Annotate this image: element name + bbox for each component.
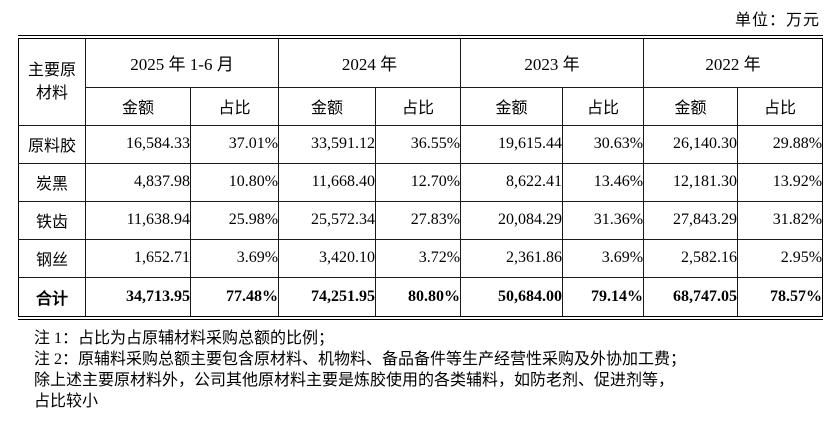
total-label: 合计 xyxy=(18,276,86,319)
ratio-header: 占比 xyxy=(189,86,280,126)
year-header-2025: 2025 年 1-6 月 xyxy=(84,36,280,88)
amount-cell: 74,251.95 xyxy=(278,276,377,319)
ratio-cell: 12.70% xyxy=(375,162,462,202)
material-name: 炭黑 xyxy=(18,162,86,202)
ratio-cell: 13.92% xyxy=(737,162,824,202)
material-name: 原料胶 xyxy=(18,124,86,164)
amount-cell: 25,572.34 xyxy=(278,200,377,240)
unit-label: 单位：万元 xyxy=(734,12,820,29)
note-2: 注 2：原辅料采购总额主要包含原材料、机物料、备品备件等生产经营性采购及外协加工… xyxy=(34,351,687,368)
amount-cell: 4,837.98 xyxy=(85,162,191,202)
ratio-cell: 30.63% xyxy=(562,124,645,164)
amount-cell: 27,843.29 xyxy=(643,200,739,240)
amount-cell: 11,638.94 xyxy=(85,200,191,240)
material-name: 铁齿 xyxy=(18,200,86,240)
amount-header: 金额 xyxy=(85,86,191,126)
ratio-header: 占比 xyxy=(562,86,645,126)
ratio-cell: 27.83% xyxy=(375,200,462,240)
amount-cell: 33,591.12 xyxy=(278,124,377,164)
note-2-continued: 除上述主要原材料外，公司其他原材料主要是炼胶使用的各类辅料，如防老剂、促进剂等， xyxy=(34,372,675,389)
table-row-total: 合计 34,713.95 77.48% 74,251.95 80.80% 50,… xyxy=(18,276,824,319)
ratio-header: 占比 xyxy=(737,86,824,126)
ratio-cell: 3.69% xyxy=(562,238,645,278)
ratio-cell: 36.55% xyxy=(375,124,462,164)
year-header-2022: 2022 年 xyxy=(643,36,824,88)
ratio-cell: 80.80% xyxy=(375,276,462,319)
amount-cell: 34,713.95 xyxy=(85,276,191,319)
amount-cell: 20,084.29 xyxy=(460,200,564,240)
ratio-cell: 25.98% xyxy=(189,200,280,240)
amount-header: 金额 xyxy=(278,86,377,126)
amount-cell: 2,582.16 xyxy=(643,238,739,278)
ratio-cell: 29.88% xyxy=(737,124,824,164)
amount-header: 金额 xyxy=(460,86,564,126)
amount-cell: 12,181.30 xyxy=(643,162,739,202)
ratio-cell: 2.95% xyxy=(737,238,824,278)
amount-cell: 2,361.86 xyxy=(460,238,564,278)
material-name: 钢丝 xyxy=(18,238,86,278)
ratio-cell: 78.57% xyxy=(737,276,824,319)
ratio-cell: 3.69% xyxy=(189,238,280,278)
note-2-continued-2: 占比较小 xyxy=(34,393,99,410)
table-row-iron-teeth: 铁齿 11,638.94 25.98% 25,572.34 27.83% 20,… xyxy=(18,200,824,240)
amount-cell: 3,420.10 xyxy=(278,238,377,278)
year-header-2023: 2023 年 xyxy=(460,36,645,88)
amount-cell: 16,584.33 xyxy=(85,124,191,164)
table-row-carbon-black: 炭黑 4,837.98 10.80% 11,668.40 12.70% 8,62… xyxy=(18,162,824,202)
ratio-cell: 3.72% xyxy=(375,238,462,278)
ratio-cell: 10.80% xyxy=(189,162,280,202)
year-header-2024: 2024 年 xyxy=(278,36,462,88)
raw-materials-table: 主要原 材料 2025 年 1-6 月 2024 年 2023 年 2022 年… xyxy=(18,35,824,320)
table-row-steel-wire: 钢丝 1,652.71 3.69% 3,420.10 3.72% 2,361.8… xyxy=(18,238,824,278)
material-column-header: 主要原 材料 xyxy=(18,36,86,126)
ratio-cell: 79.14% xyxy=(562,276,645,319)
amount-cell: 11,668.40 xyxy=(278,162,377,202)
sub-header-row: 金额 占比 金额 占比 金额 占比 金额 占比 xyxy=(19,86,824,126)
table-row-raw-rubber: 原料胶 16,584.33 37.01% 33,591.12 36.55% 19… xyxy=(18,124,824,164)
ratio-cell: 31.36% xyxy=(562,200,645,240)
year-header-row: 主要原 材料 2025 年 1-6 月 2024 年 2023 年 2022 年 xyxy=(18,36,824,126)
amount-cell: 68,747.05 xyxy=(643,276,739,319)
amount-cell: 26,140.30 xyxy=(643,124,739,164)
amount-cell: 1,652.71 xyxy=(85,238,191,278)
ratio-cell: 13.46% xyxy=(562,162,645,202)
ratio-cell: 37.01% xyxy=(189,124,280,164)
ratio-header: 占比 xyxy=(375,86,462,126)
note-1: 注 1：占比为占原辅材料采购总额的比例； xyxy=(34,330,335,347)
ratio-cell: 77.48% xyxy=(189,276,280,319)
ratio-cell: 31.82% xyxy=(737,200,824,240)
amount-header: 金额 xyxy=(643,86,739,126)
amount-cell: 50,684.00 xyxy=(460,276,564,319)
amount-cell: 8,622.41 xyxy=(460,162,564,202)
footnotes: 注 1：占比为占原辅材料采购总额的比例； 注 2：原辅料采购总额主要包含原材料、… xyxy=(18,328,822,412)
amount-cell: 19,615.44 xyxy=(460,124,564,164)
